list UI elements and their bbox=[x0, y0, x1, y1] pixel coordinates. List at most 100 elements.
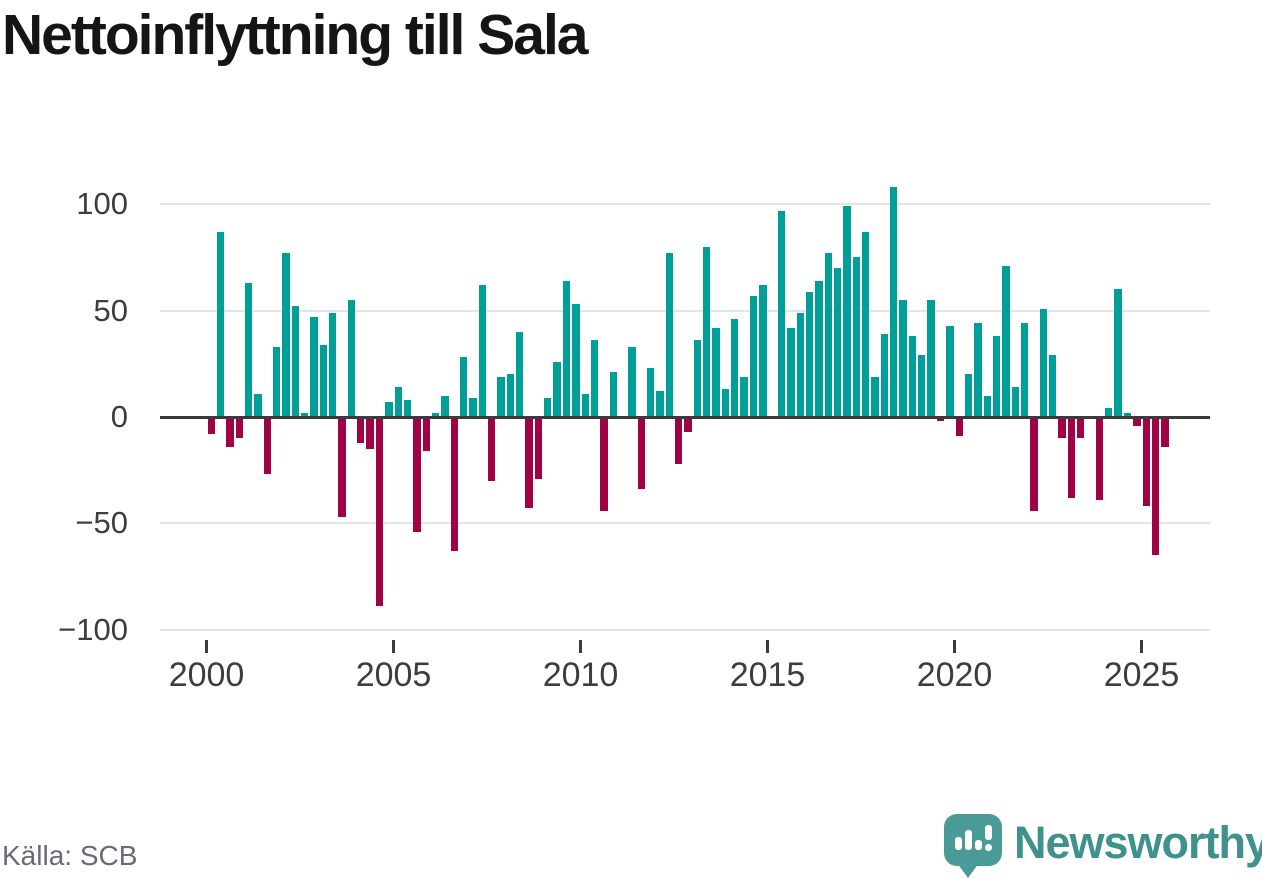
y-tick-label: 0 bbox=[110, 399, 128, 434]
bar bbox=[450, 417, 458, 551]
x-tick-label: 2000 bbox=[168, 656, 245, 694]
bar bbox=[646, 368, 655, 417]
logo-bar-icon bbox=[965, 830, 972, 850]
bar bbox=[843, 206, 851, 417]
x-tick-mark bbox=[766, 640, 770, 653]
bar bbox=[347, 300, 356, 417]
bar bbox=[338, 417, 346, 517]
bar bbox=[301, 412, 309, 417]
bar bbox=[235, 417, 243, 439]
bar bbox=[918, 355, 926, 417]
bar bbox=[787, 327, 795, 417]
bar bbox=[946, 325, 954, 417]
bar bbox=[516, 331, 524, 417]
speech-bubble-tail bbox=[957, 863, 979, 878]
x-tick-label: 2010 bbox=[542, 656, 619, 694]
bar bbox=[1020, 323, 1029, 417]
bar bbox=[712, 327, 720, 417]
bar bbox=[319, 344, 328, 417]
x-tick-label: 2015 bbox=[729, 656, 806, 694]
bar bbox=[665, 253, 674, 417]
bar bbox=[899, 300, 907, 417]
bar bbox=[272, 346, 281, 417]
bar bbox=[1030, 417, 1038, 511]
bar bbox=[955, 417, 963, 437]
bar bbox=[544, 397, 552, 417]
bar bbox=[1161, 417, 1169, 447]
bar bbox=[216, 231, 225, 417]
bar bbox=[590, 340, 599, 417]
bar bbox=[675, 417, 683, 464]
bar bbox=[964, 374, 973, 417]
y-tick-label: 100 bbox=[76, 186, 128, 222]
bar bbox=[226, 417, 234, 447]
bar bbox=[534, 417, 543, 479]
bar bbox=[983, 395, 991, 417]
x-tick-mark bbox=[392, 640, 396, 653]
bar bbox=[562, 280, 571, 417]
bar bbox=[703, 246, 711, 417]
newsworthy-logo: Newsworthy bbox=[944, 814, 1262, 879]
bar bbox=[375, 417, 384, 607]
bar bbox=[693, 340, 702, 417]
bar bbox=[740, 376, 748, 417]
bar bbox=[1011, 387, 1019, 417]
bar bbox=[1151, 417, 1160, 556]
bar bbox=[731, 319, 739, 417]
logo-bar-icon bbox=[955, 837, 962, 850]
gridline bbox=[160, 522, 1210, 525]
bar bbox=[796, 312, 804, 417]
x-tick-label: 2005 bbox=[355, 656, 432, 694]
bar bbox=[422, 417, 430, 452]
gridline bbox=[160, 309, 1210, 312]
bar bbox=[1067, 417, 1076, 498]
bar bbox=[1095, 417, 1104, 500]
newsworthy-wordmark: Newsworthy bbox=[1014, 817, 1262, 868]
x-tick-label: 2025 bbox=[1103, 656, 1180, 694]
bar bbox=[572, 304, 580, 417]
bar bbox=[431, 412, 440, 417]
bar bbox=[525, 417, 533, 509]
bar bbox=[244, 282, 253, 417]
bar bbox=[403, 399, 412, 417]
bar bbox=[721, 389, 730, 417]
bar bbox=[366, 417, 374, 449]
x-tick-mark bbox=[1140, 640, 1144, 653]
bar bbox=[1049, 355, 1057, 417]
source-note: Källa: SCB bbox=[2, 840, 138, 871]
bar bbox=[759, 285, 767, 417]
bar bbox=[282, 253, 290, 417]
bar bbox=[385, 402, 393, 417]
bar bbox=[254, 393, 262, 417]
bar bbox=[553, 361, 561, 417]
x-tick-mark bbox=[205, 640, 209, 653]
bar bbox=[871, 376, 879, 417]
x-tick-label: 2020 bbox=[916, 656, 993, 694]
bar bbox=[749, 295, 758, 417]
bar bbox=[628, 346, 636, 417]
bar bbox=[329, 312, 337, 417]
bar bbox=[207, 417, 215, 435]
y-tick-label: 50 bbox=[93, 292, 128, 328]
bar bbox=[656, 391, 664, 417]
bar bbox=[1123, 412, 1132, 417]
logo-exclamation-dot-icon bbox=[985, 844, 992, 851]
chart-title: Nettoinflyttning till Sala bbox=[2, 3, 588, 67]
bar bbox=[833, 268, 842, 417]
bar bbox=[992, 336, 1001, 417]
y-tick-label: −50 bbox=[75, 505, 128, 541]
bar bbox=[1142, 417, 1150, 507]
bar bbox=[413, 417, 421, 532]
gridline bbox=[160, 203, 1210, 206]
x-tick-mark bbox=[953, 640, 957, 653]
bar bbox=[777, 210, 786, 417]
zero-line bbox=[160, 415, 1210, 419]
bar bbox=[927, 300, 935, 417]
bar bbox=[1058, 417, 1066, 439]
bar bbox=[852, 257, 861, 417]
bar bbox=[263, 417, 271, 475]
bar bbox=[1105, 408, 1113, 417]
bar bbox=[908, 336, 917, 417]
bar bbox=[824, 253, 832, 417]
